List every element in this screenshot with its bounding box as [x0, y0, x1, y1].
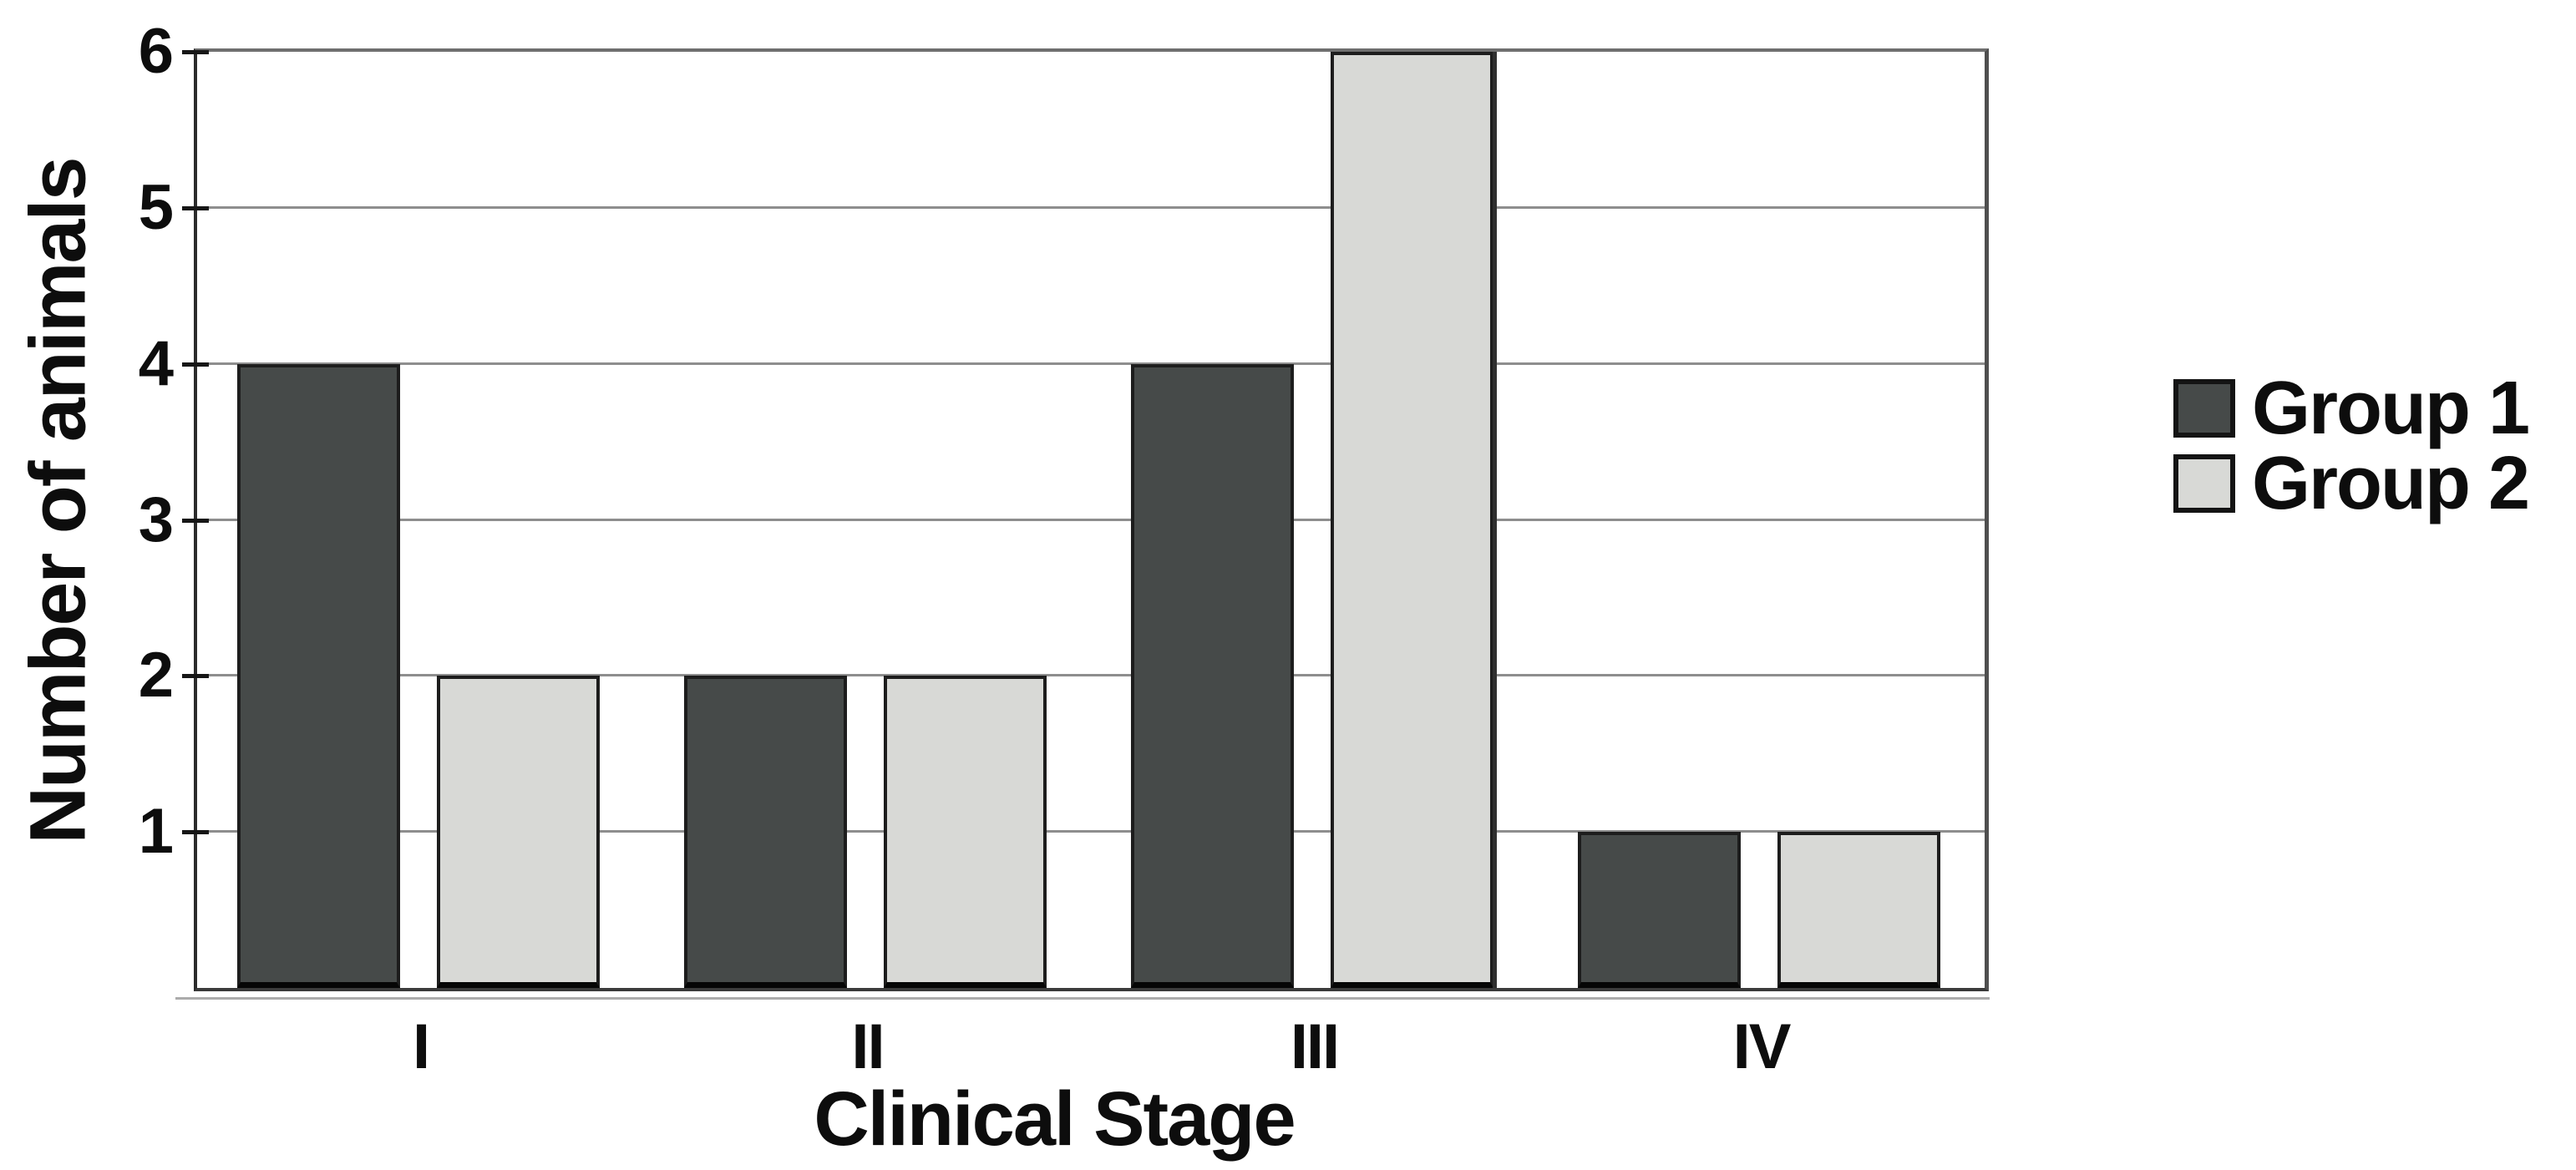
- legend-swatch-icon: [2173, 379, 2235, 438]
- legend: Group 1 Group 2: [2173, 367, 2530, 525]
- x-tick-label-I: I: [412, 1011, 430, 1082]
- y-tick-label-3: 3: [138, 484, 174, 555]
- bar-group1-stage-I: [237, 363, 400, 988]
- y-tick-mark-5: [182, 205, 209, 210]
- x-axis-title: Clinical Stage: [814, 1076, 1296, 1162]
- gridline-y3: [197, 518, 1985, 521]
- x-tick-label-IV: IV: [1732, 1011, 1792, 1082]
- bar-group1-stage-IV: [1578, 832, 1741, 988]
- y-tick-label-1: 1: [138, 796, 174, 868]
- plot-area: [182, 48, 1989, 991]
- y-tick-label-5: 5: [138, 171, 174, 243]
- y-tick-mark-3: [182, 518, 209, 523]
- y-tick-mark-1: [182, 830, 209, 835]
- y-tick-mark-6: [182, 50, 209, 54]
- x-tick-label-III: III: [1290, 1011, 1340, 1082]
- y-tick-label-6: 6: [138, 16, 174, 87]
- bar-group2-stage-III: [1331, 52, 1493, 988]
- gridline-y2: [197, 674, 1985, 677]
- y-tick-mark-2: [182, 674, 209, 679]
- gridline-y5: [197, 205, 1985, 209]
- legend-label: Group 2: [2252, 442, 2530, 525]
- gridline-y4: [197, 362, 1985, 365]
- y-tick-label-2: 2: [138, 640, 174, 712]
- legend-label: Group 1: [2252, 367, 2530, 450]
- bar-group2-stage-I: [437, 676, 600, 988]
- gridline-y1: [197, 830, 1985, 833]
- legend-item-2: Group 2: [2173, 442, 2530, 525]
- bar-group1-stage-II: [684, 676, 847, 988]
- y-tick-mark-4: [182, 362, 209, 367]
- bar-group1-stage-III: [1131, 363, 1294, 988]
- legend-swatch-icon: [2173, 454, 2235, 513]
- bar-group2-stage-IV: [1777, 832, 1940, 988]
- axis-shadow-line: [175, 997, 1990, 1000]
- bar-group2-stage-II: [884, 676, 1047, 988]
- legend-item-1: Group 1: [2173, 367, 2530, 450]
- x-tick-label-II: II: [851, 1011, 885, 1082]
- panel-divider-line: [1493, 52, 1497, 988]
- y-tick-label-4: 4: [138, 327, 174, 399]
